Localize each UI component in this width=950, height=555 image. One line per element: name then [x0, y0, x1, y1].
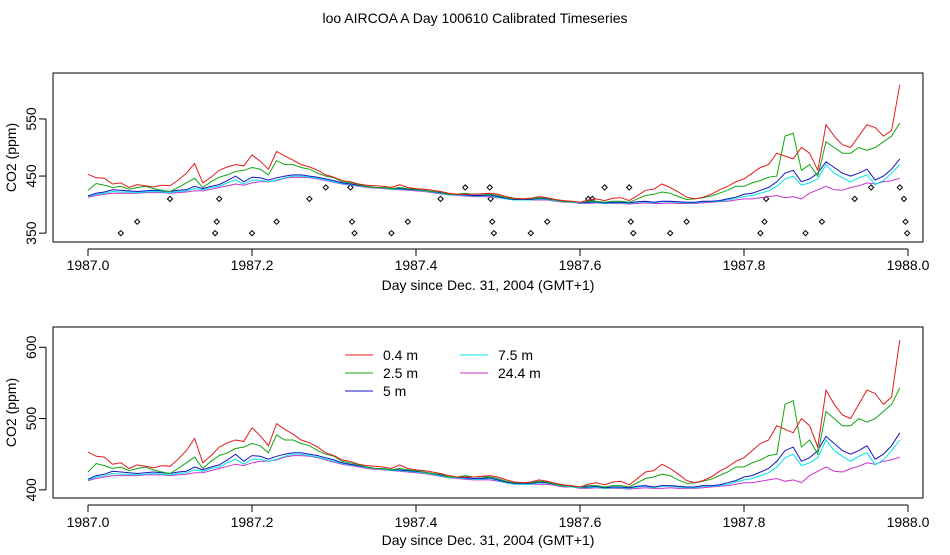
- bottom-y-tick-label: 400: [23, 478, 39, 502]
- top-series-line-5-m: [87, 158, 901, 204]
- top-y-tick-label: 550: [23, 107, 39, 131]
- top-x-tick-label: 1987.2: [231, 257, 274, 273]
- bottom-y-tick-label: 500: [23, 407, 39, 431]
- top-flag-point: [851, 195, 859, 203]
- bottom-legend-label: 2.5 m: [383, 365, 418, 381]
- top-flag-point: [629, 229, 637, 237]
- top-flag-point: [896, 184, 904, 191]
- bottom-series-line-5-m: [87, 432, 901, 489]
- bottom-series-line-7-5-m: [87, 439, 901, 489]
- bottom-plot-frame: [52, 326, 924, 499]
- top-flag-point: [348, 218, 356, 226]
- top-flag-point: [351, 229, 358, 237]
- top-series-line-7-5-m: [87, 163, 901, 205]
- top-flag-point: [900, 195, 908, 203]
- top-flag-point: [347, 184, 354, 191]
- top-y-tick-label: 450: [23, 164, 39, 188]
- top-series-line-2-5-m: [87, 122, 901, 203]
- bottom-series-line-2-5-m: [87, 387, 901, 488]
- bottom-x-tick-label: 1987.6: [559, 514, 602, 530]
- bottom-legend-label: 5 m: [383, 383, 406, 399]
- top-flag-point: [601, 184, 608, 191]
- bottom-x-tick-label: 1987.4: [395, 514, 438, 530]
- bottom-x-tick-label: 1987.2: [231, 514, 274, 530]
- top-x-tick-label: 1987.6: [559, 257, 602, 273]
- top-flag-point: [818, 218, 826, 226]
- top-flag-point: [527, 229, 535, 237]
- top-x-axis-label: Day since Dec. 31, 2004 (GMT+1): [382, 277, 595, 293]
- top-flag-point: [215, 195, 223, 203]
- top-flag-point: [486, 184, 494, 191]
- bottom-x-axis-label: Day since Dec. 31, 2004 (GMT+1): [382, 532, 595, 548]
- bottom-x-tick-label: 1988.0: [887, 514, 930, 530]
- bottom-series-line-0-4-m: [87, 340, 901, 488]
- chart-title: loo AIRCOA A Day 100610 Calibrated Times…: [322, 10, 628, 26]
- top-flag-point: [117, 229, 125, 237]
- top-x-tick-label: 1988.0: [887, 257, 930, 273]
- top-flag-point: [306, 195, 313, 203]
- top-flag-point: [388, 229, 395, 237]
- bottom-y-tick-label: 600: [23, 335, 39, 359]
- top-flag-point: [488, 218, 496, 226]
- top-flag-point: [867, 184, 875, 191]
- bottom-legend-label: 24.4 m: [498, 365, 541, 381]
- top-series-line-0-4-m: [87, 84, 901, 203]
- top-flag-point: [133, 218, 141, 226]
- top-x-tick-label: 1987.4: [395, 257, 438, 273]
- bottom-legend-label: 0.4 m: [383, 347, 418, 363]
- bottom-y-axis-label: CO2 (ppm): [3, 378, 19, 447]
- top-flag-point: [683, 218, 690, 226]
- top-flag-point: [903, 229, 911, 237]
- top-y-tick-label: 350: [23, 221, 39, 245]
- top-flag-point: [543, 218, 551, 226]
- top-flag-point: [802, 229, 809, 237]
- top-flag-point: [625, 184, 633, 191]
- top-flag-point: [211, 229, 219, 237]
- top-x-tick-label: 1987.0: [67, 257, 110, 273]
- bottom-x-tick-label: 1987.0: [67, 514, 110, 530]
- top-flag-point: [273, 218, 280, 226]
- top-flag-point: [487, 195, 494, 203]
- top-flag-point: [166, 195, 174, 203]
- top-x-tick-label: 1987.8: [723, 257, 766, 273]
- top-plot-frame: [52, 72, 924, 243]
- top-flag-point: [437, 195, 444, 203]
- bottom-x-tick-label: 1987.8: [723, 514, 766, 530]
- top-y-axis-label: CO2 (ppm): [3, 123, 19, 192]
- top-flag-point: [761, 218, 768, 226]
- top-flag-point: [627, 218, 635, 226]
- top-flag-point: [666, 229, 674, 237]
- top-flag-point: [248, 229, 256, 237]
- top-flag-point: [322, 184, 330, 191]
- top-flag-point: [762, 195, 770, 203]
- bottom-series-line-24-4-m: [87, 455, 900, 490]
- bottom-legend-label: 7.5 m: [498, 347, 533, 363]
- top-flag-point: [461, 184, 469, 191]
- top-series-line-24-4-m: [87, 176, 900, 205]
- top-flag-point: [213, 218, 221, 226]
- top-flag-point: [404, 218, 412, 226]
- top-flag-point: [490, 229, 498, 237]
- top-flag-point: [757, 229, 764, 237]
- top-flag-point: [902, 218, 909, 226]
